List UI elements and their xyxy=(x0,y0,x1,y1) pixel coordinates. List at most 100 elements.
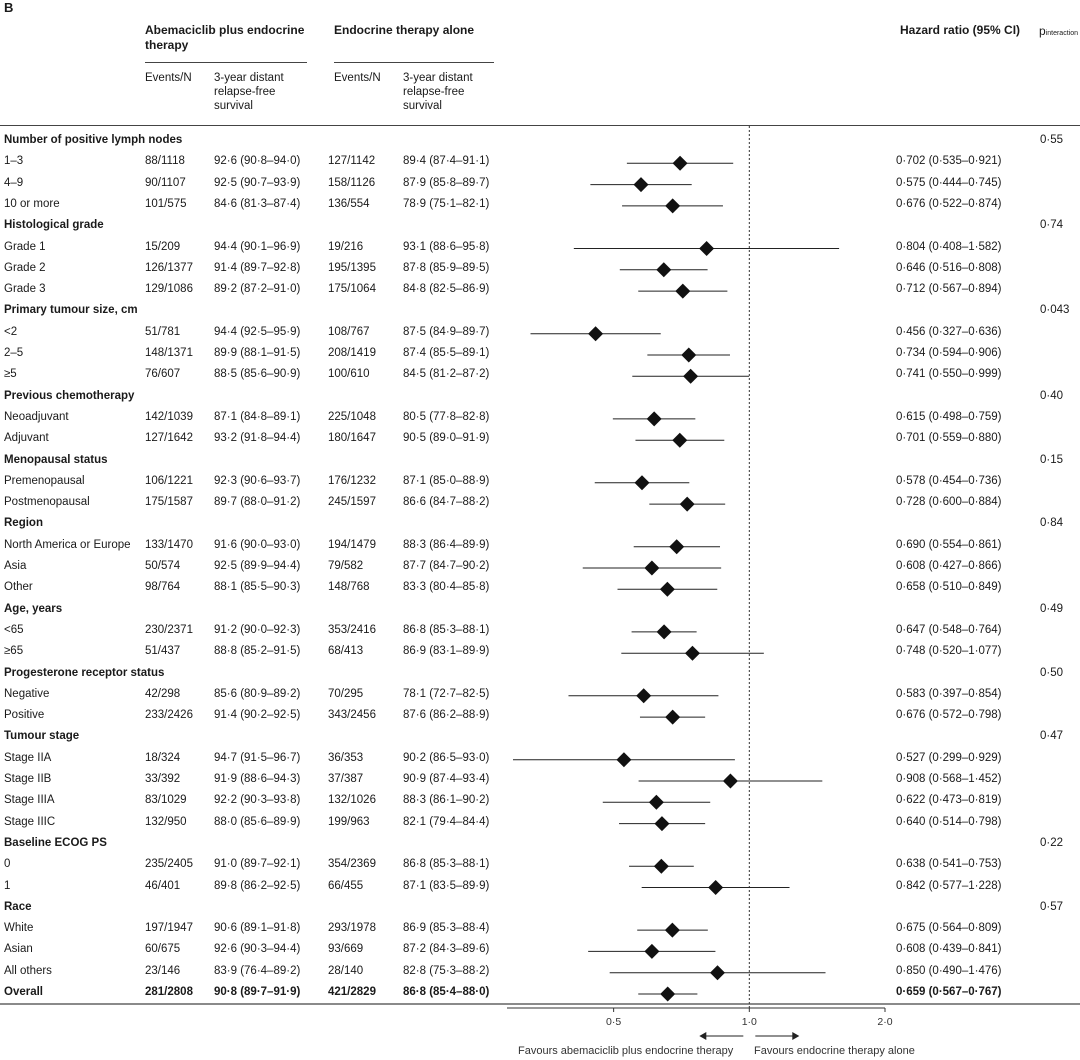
arm1-events: 51/781 xyxy=(145,325,181,338)
hazard-ratio-text: 0·615 (0·498–0·759) xyxy=(896,410,1002,423)
arm1-survival: 90·6 (89·1–91·8) xyxy=(214,922,301,935)
arm2-survival: 90·5 (89·0–91·9) xyxy=(403,432,490,445)
arm1-survival: 92·5 (90·7–93·9) xyxy=(214,176,301,189)
arm2-events: 93/669 xyxy=(328,943,364,956)
hazard-ratio-text: 0·734 (0·594–0·906) xyxy=(896,347,1002,359)
arm1-survival: 92·2 (90·3–93·8) xyxy=(214,794,301,807)
arm2-survival: 87·2 (84·3–89·6) xyxy=(403,943,490,956)
subgroup-label: Stage IIA xyxy=(4,751,52,764)
arm2-header: Endocrine therapy alone xyxy=(334,23,475,37)
hr-diamond xyxy=(710,965,726,981)
arm2-survival: 83·3 (80·4–85·8) xyxy=(403,581,490,594)
panel-label: B xyxy=(4,0,14,15)
subgroup-label: Adjuvant xyxy=(4,432,49,445)
arm2-survival: 89·4 (87·4–91·1) xyxy=(403,155,490,168)
p-subscript: interaction xyxy=(1045,30,1078,37)
arm2-events: 66/455 xyxy=(328,879,364,892)
arm1-events: 230/2371 xyxy=(145,623,193,636)
p-interaction-value: 0·55 xyxy=(1040,134,1064,146)
arm2-events: 148/768 xyxy=(328,581,370,594)
arm2-events: 208/1419 xyxy=(328,347,376,359)
arm2-events: 343/2456 xyxy=(328,709,376,722)
arm2-survival: 87·5 (84·9–89·7) xyxy=(403,325,490,338)
arm2-survival: 87·9 (85·8–89·7) xyxy=(403,176,490,189)
arm2-events: 175/1064 xyxy=(328,283,376,296)
arm1-survival: 92·5 (89·9–94·4) xyxy=(214,560,301,572)
hr-diamond xyxy=(679,496,695,512)
arm1-events: 133/1470 xyxy=(145,538,193,551)
x-tick-label: 1·0 xyxy=(742,1016,757,1028)
subgroup-label: Grade 2 xyxy=(4,261,46,274)
subgroup-heading: Baseline ECOG PS xyxy=(4,836,107,849)
arm1-survival: 89·8 (86·2–92·5) xyxy=(214,879,301,892)
arm2-survival: 87·1 (83·5–89·9) xyxy=(403,879,490,892)
hazard-ratio-text: 0·658 (0·510–0·849) xyxy=(896,581,1002,594)
subgroup-label: 1 xyxy=(4,879,11,892)
hazard-ratio-text: 0·842 (0·577–1·228) xyxy=(896,879,1002,892)
arm2-events: 293/1978 xyxy=(328,922,376,935)
arm1-survival: 91·4 (89·7–92·8) xyxy=(214,261,301,274)
hazard-ratio-text: 0·850 (0·490–1·476) xyxy=(896,964,1002,977)
subgroup-heading: Race xyxy=(4,900,32,913)
subgroup-label: North America or Europe xyxy=(4,538,131,551)
subgroup-label: 1–3 xyxy=(4,155,24,168)
hr-diamond xyxy=(669,539,685,555)
arm1-header: Abemaciclib plus endocrine therapy xyxy=(145,23,305,52)
arm2-survival: 86·9 (83·1–89·9) xyxy=(403,645,490,658)
arm1-events: 15/209 xyxy=(145,240,181,253)
favours-left-arrowhead xyxy=(699,1032,707,1040)
hazard-ratio-text: 0·675 (0·564–0·809) xyxy=(896,922,1002,935)
subgroup-label: ≥65 xyxy=(4,645,24,658)
subgroup-label: Stage IIIC xyxy=(4,815,56,828)
arm2-events: 68/413 xyxy=(328,645,364,658)
arm1-survival: 87·1 (84·8–89·1) xyxy=(214,410,301,423)
favours-right-label: Favours endocrine therapy alone xyxy=(754,1045,915,1057)
subgroup-label: 4–9 xyxy=(4,176,24,189)
hazard-ratio-text: 0·640 (0·514–0·798) xyxy=(896,815,1002,828)
hazard-ratio-text: 0·575 (0·444–0·745) xyxy=(896,176,1002,189)
x-tick-label: 2·0 xyxy=(877,1016,892,1028)
arm1-events: 127/1642 xyxy=(145,432,193,445)
p-interaction-value: 0·40 xyxy=(1040,389,1064,402)
hazard-ratio-text: 0·659 (0·567–0·767) xyxy=(896,986,1002,998)
arm1-survival: 89·7 (88·0–91·2) xyxy=(214,496,301,509)
arm1-survival: 92·6 (90·8–94·0) xyxy=(214,155,301,168)
arm1-events: 148/1371 xyxy=(145,347,193,359)
arm2-survival: 86·8 (85·3–88·1) xyxy=(403,623,490,636)
arm1-survival: 91·4 (90·2–92·5) xyxy=(214,709,301,722)
arm1-survival: 88·8 (85·2–91·5) xyxy=(214,645,301,658)
arm1-events: 281/2808 xyxy=(145,986,193,998)
arm1-events: 175/1587 xyxy=(145,496,193,509)
arm1-events: 235/2405 xyxy=(145,858,193,871)
p-interaction-value: 0·47 xyxy=(1040,730,1064,743)
hr-diamond xyxy=(665,709,681,725)
hr-diamond xyxy=(664,922,680,938)
subgroup-heading: Previous chemotherapy xyxy=(4,389,135,402)
subgroup-label: Grade 1 xyxy=(4,240,46,253)
hazard-ratio-text: 0·583 (0·397–0·854) xyxy=(896,687,1002,700)
arm1-survival: 88·1 (85·5–90·3) xyxy=(214,581,301,594)
arm2-survival: 90·9 (87·4–93·4) xyxy=(403,773,490,785)
hazard-ratio-text: 0·638 (0·541–0·753) xyxy=(896,858,1002,871)
p-interaction-value: 0·84 xyxy=(1040,517,1064,530)
arm2-events: 245/1597 xyxy=(328,496,376,509)
subgroup-label: Neoadjuvant xyxy=(4,410,69,423)
header-bottom-rule xyxy=(0,125,1080,126)
arm1-survival: 93·2 (91·8–94·4) xyxy=(214,432,301,445)
hr-diamond xyxy=(634,475,650,491)
arm2-events: 421/2829 xyxy=(328,986,376,998)
hazard-ratio-text: 0·728 (0·600–0·884) xyxy=(896,496,1002,509)
arm1-events: 23/146 xyxy=(145,964,181,977)
subgroup-label: Grade 3 xyxy=(4,283,46,296)
p-interaction-value: 0·49 xyxy=(1040,602,1064,615)
subgroup-heading: Menopausal status xyxy=(4,453,108,466)
arm2-survival: 87·1 (85·0–88·9) xyxy=(403,474,490,487)
arm1-events: 46/401 xyxy=(145,879,181,892)
arm2-survival: 84·5 (81·2–87·2) xyxy=(403,368,490,381)
p-letter: p xyxy=(1039,24,1046,38)
hazard-ratio-text: 0·608 (0·439–0·841) xyxy=(896,943,1002,956)
arm1-survival: 90·8 (89·7–91·9) xyxy=(214,986,301,998)
hazard-ratio-text: 0·527 (0·299–0·929) xyxy=(896,751,1002,764)
arm2-events: 225/1048 xyxy=(328,410,376,423)
